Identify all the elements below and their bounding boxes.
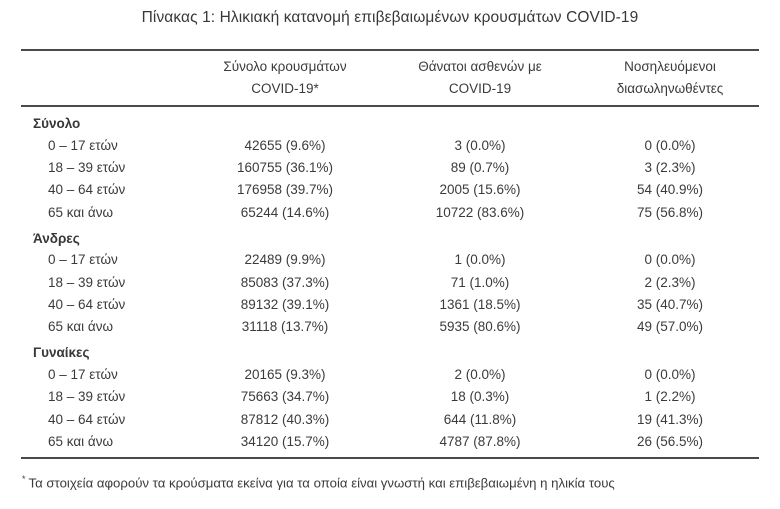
header-total-cases-line1: Σύνολο κρουσμάτων — [223, 59, 347, 75]
age-label: 65 και άνω — [48, 204, 114, 220]
deaths-value: 1 (0.0%) — [454, 252, 506, 268]
age-label: 40 – 64 ετών — [48, 297, 126, 313]
cases-value: 89132 (39.1%) — [240, 297, 330, 313]
cases-value: 65244 (14.6%) — [240, 204, 330, 220]
deaths-value: 3 (0.0%) — [454, 137, 506, 153]
header-intubated-line2: διασωληνωθέντες — [616, 81, 724, 96]
intubated-value: 54 (40.9%) — [636, 182, 704, 198]
age-distribution-table: Σύνολο κρουσμάτων COVID-19* Θάνατοι ασθε… — [21, 49, 759, 459]
table-row: 40 – 64 ετών 89132 (39.1%) 1361 (18.5%) … — [21, 293, 759, 315]
age-label: 0 – 17 ετών — [48, 137, 118, 153]
age-label: 65 και άνω — [48, 433, 114, 449]
intubated-value: 49 (57.0%) — [636, 319, 704, 335]
table-row: 18 – 39 ετών 75663 (34.7%) 18 (0.3%) 1 (… — [21, 386, 759, 408]
cases-value: 176958 (39.7%) — [236, 182, 334, 198]
cases-value: 31118 (13.7%) — [241, 319, 329, 335]
age-label: 18 – 39 ετών — [48, 274, 126, 290]
header-intubated-line1: Νοσηλευόμενοι — [624, 59, 716, 75]
cases-value: 87812 (40.3%) — [240, 411, 330, 427]
deaths-value: 71 (1.0%) — [450, 274, 510, 290]
intubated-value: 2 (2.3%) — [644, 274, 696, 290]
section-label-men: Άνδρες — [33, 230, 80, 246]
table-row: 40 – 64 ετών 176958 (39.7%) 2005 (15.6%)… — [21, 179, 759, 201]
footnote-text: Τα στοιχεία αφορούν τα κρούσματα εκείνα … — [28, 475, 615, 491]
cases-value: 85083 (37.3%) — [240, 274, 330, 290]
intubated-value: 1 (2.2%) — [644, 389, 696, 405]
table-footnote: * Τα στοιχεία αφορούν τα κρούσματα εκείνα… — [22, 474, 615, 490]
deaths-value: 5935 (80.6%) — [439, 319, 521, 335]
table-row: 40 – 64 ετών 87812 (40.3%) 644 (11.8%) 1… — [21, 408, 759, 430]
table-row: 18 – 39 ετών 85083 (37.3%) 71 (1.0%) 2 (… — [21, 271, 759, 293]
intubated-value: 0 (0.0%) — [644, 252, 696, 268]
age-label: 18 – 39 ετών — [48, 160, 126, 176]
section-label-women: Γυναίκες — [33, 345, 90, 361]
section-label-total: Σύνολο — [33, 116, 81, 131]
cases-value: 34120 (15.7%) — [240, 433, 330, 449]
deaths-value: 2 (0.0%) — [454, 366, 506, 382]
table-row: 65 και άνω 31118 (13.7%) 5935 (80.6%) 49… — [21, 316, 759, 338]
cases-value: 20165 (9.3%) — [244, 366, 326, 382]
footnote-asterisk: * — [22, 474, 26, 484]
age-label: 0 – 17 ετών — [48, 252, 118, 268]
intubated-value: 3 (2.3%) — [644, 160, 696, 176]
table-body: Σύνολο 0 – 17 ετών 42655 (9.6%) 3 (0.0%)… — [21, 107, 759, 459]
deaths-value: 644 (11.8%) — [443, 411, 517, 427]
age-label: 40 – 64 ετών — [48, 411, 126, 427]
age-label: 18 – 39 ετών — [48, 389, 126, 405]
table-row: 0 – 17 ετών 20165 (9.3%) 2 (0.0%) 0 (0.0… — [21, 363, 759, 385]
header-intubated: Νοσηλευόμενοι διασωληνωθέντες — [581, 56, 759, 99]
table-row: 65 και άνω 34120 (15.7%) 4787 (87.8%) 26… — [21, 430, 759, 452]
deaths-value: 89 (0.7%) — [450, 160, 510, 176]
header-deaths-line2: COVID-19 — [448, 81, 512, 96]
deaths-value: 10722 (83.6%) — [435, 204, 525, 220]
cases-value: 42655 (9.6%) — [244, 137, 326, 153]
intubated-value: 0 (0.0%) — [644, 137, 696, 153]
deaths-value: 18 (0.3%) — [450, 389, 510, 405]
intubated-value: 19 (41.3%) — [636, 411, 704, 427]
table-row: 65 και άνω 65244 (14.6%) 10722 (83.6%) 7… — [21, 201, 759, 223]
age-label: 0 – 17 ετών — [48, 366, 118, 382]
table-title: Πίνακας 1: Ηλικιακή κατανομή επιβεβαιωμέ… — [141, 9, 639, 26]
age-label: 65 και άνω — [48, 319, 114, 335]
cases-value: 75663 (34.7%) — [240, 389, 330, 405]
intubated-value: 35 (40.7%) — [636, 297, 704, 313]
age-label: 40 – 64 ετών — [48, 182, 126, 198]
intubated-value: 26 (56.5%) — [636, 433, 704, 449]
deaths-value: 4787 (87.8%) — [439, 433, 521, 449]
header-deaths-line1: Θάνατοι ασθενών με — [418, 59, 542, 75]
deaths-value: 2005 (15.6%) — [439, 182, 521, 198]
header-deaths: Θάνατοι ασθενών με COVID-19 — [379, 56, 581, 99]
cases-value: 22489 (9.9%) — [244, 252, 326, 268]
table-header-row: Σύνολο κρουσμάτων COVID-19* Θάνατοι ασθε… — [21, 49, 759, 107]
intubated-value: 0 (0.0%) — [644, 366, 696, 382]
table-row: 18 – 39 ετών 160755 (36.1%) 89 (0.7%) 3 … — [21, 156, 759, 178]
deaths-value: 1361 (18.5%) — [439, 297, 521, 313]
header-total-cases-line2: COVID-19* — [251, 81, 319, 96]
cases-value: 160755 (36.1%) — [236, 160, 334, 176]
header-total-cases: Σύνολο κρουσμάτων COVID-19* — [191, 56, 379, 99]
intubated-value: 75 (56.8%) — [636, 204, 704, 220]
table-row: 0 – 17 ετών 42655 (9.6%) 3 (0.0%) 0 (0.0… — [21, 134, 759, 156]
table-row: 0 – 17 ετών 22489 (9.9%) 1 (0.0%) 0 (0.0… — [21, 249, 759, 271]
